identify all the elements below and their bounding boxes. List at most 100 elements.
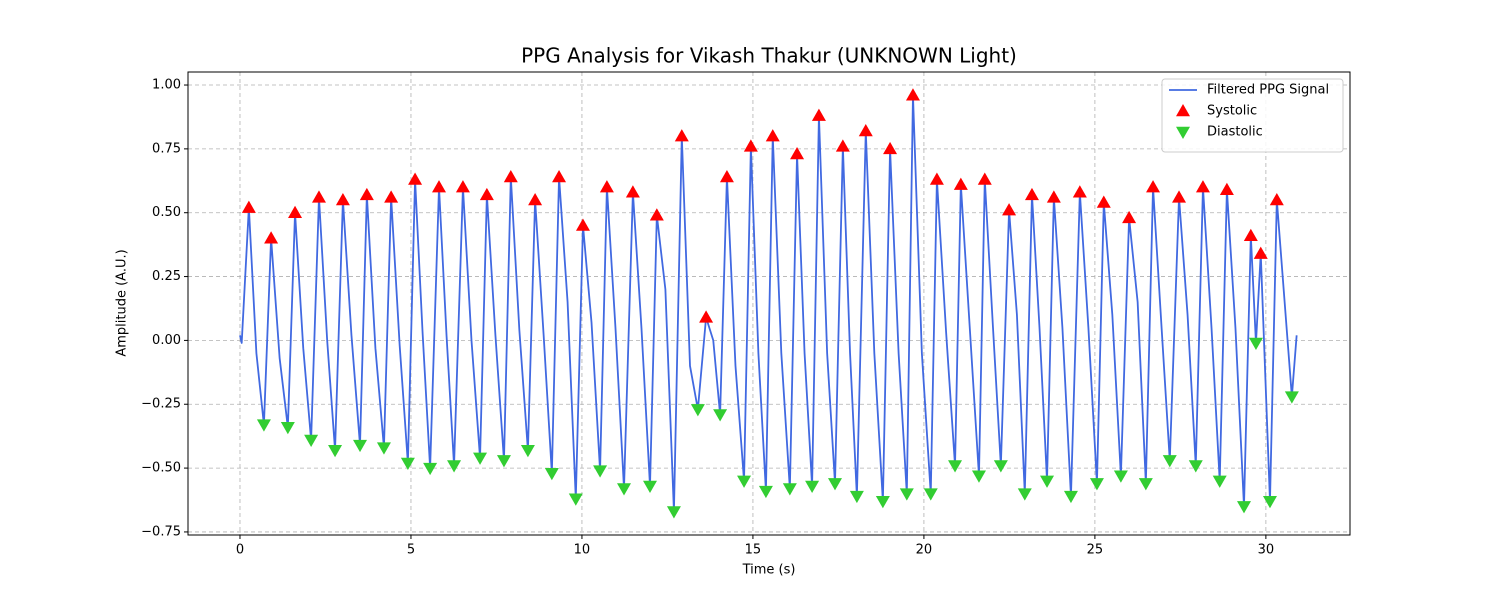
marker xyxy=(304,434,319,447)
marker xyxy=(599,180,614,193)
marker xyxy=(432,180,447,193)
marker xyxy=(883,141,898,155)
x-tick-label: 15 xyxy=(745,543,762,558)
marker xyxy=(835,139,850,152)
marker xyxy=(899,488,914,501)
marker xyxy=(408,172,423,185)
marker xyxy=(1024,187,1039,201)
marker xyxy=(568,493,583,506)
marker xyxy=(400,457,415,470)
marker xyxy=(719,169,734,183)
marker xyxy=(674,129,689,142)
marker xyxy=(328,444,343,458)
marker xyxy=(335,192,350,206)
marker xyxy=(1096,195,1111,208)
marker xyxy=(790,146,805,160)
marker xyxy=(1089,478,1104,491)
marker xyxy=(765,129,780,142)
marker xyxy=(1219,182,1234,195)
marker xyxy=(455,180,470,193)
chart-title: PPG Analysis for Vikash Thakur (UNKNOWN … xyxy=(521,44,1017,68)
marker xyxy=(528,192,543,206)
legend-label: Diastolic xyxy=(1207,125,1263,140)
marker xyxy=(256,419,271,432)
marker xyxy=(1046,190,1061,203)
marker xyxy=(1113,470,1128,483)
marker xyxy=(264,231,279,244)
x-tick-label: 10 xyxy=(574,543,591,558)
legend-swatch xyxy=(1176,126,1190,139)
marker xyxy=(384,190,399,203)
marker xyxy=(699,310,714,323)
x-tick-label: 25 xyxy=(1087,543,1104,558)
x-tick-label: 30 xyxy=(1258,543,1275,558)
marker xyxy=(1063,490,1078,504)
marker xyxy=(353,439,368,453)
marker xyxy=(1248,337,1263,350)
y-tick-label: −0.50 xyxy=(141,461,181,476)
marker xyxy=(1269,192,1284,206)
marker xyxy=(1017,488,1032,501)
y-axis-label: Amplitude (A.U.) xyxy=(115,249,130,356)
marker xyxy=(1284,391,1299,404)
marker xyxy=(496,455,511,468)
marker xyxy=(805,480,820,493)
marker xyxy=(977,172,992,185)
marker xyxy=(552,169,567,183)
marker xyxy=(905,88,920,101)
marker xyxy=(1236,501,1251,514)
marker xyxy=(544,467,559,481)
marker xyxy=(1072,185,1087,198)
marker xyxy=(1002,203,1017,216)
y-tick-label: 0.00 xyxy=(152,333,181,348)
marker xyxy=(737,475,752,488)
marker xyxy=(280,421,295,435)
marker xyxy=(849,490,864,504)
marker xyxy=(923,488,938,501)
marker xyxy=(971,470,986,483)
marker xyxy=(1146,180,1161,193)
y-tick-label: 0.50 xyxy=(152,205,181,220)
y-tick-label: 0.25 xyxy=(152,269,181,284)
marker xyxy=(359,187,374,201)
legend-swatch xyxy=(1176,104,1190,117)
y-tick-label: 0.75 xyxy=(152,141,181,156)
legend-box xyxy=(1161,78,1344,153)
marker xyxy=(376,442,391,455)
marker xyxy=(1172,190,1187,203)
x-tick-label: 0 xyxy=(236,543,244,558)
marker xyxy=(447,460,462,473)
y-tick-label: −0.25 xyxy=(141,397,181,412)
y-tick-label: 1.00 xyxy=(152,78,181,93)
marker xyxy=(593,465,608,478)
marker xyxy=(1243,228,1258,241)
marker xyxy=(875,496,890,509)
marker xyxy=(575,218,590,231)
marker xyxy=(827,478,842,491)
marker xyxy=(993,460,1008,473)
marker xyxy=(288,205,303,218)
y-tick-label: −0.75 xyxy=(141,524,181,539)
marker xyxy=(858,123,873,137)
x-tick-label: 20 xyxy=(916,543,933,558)
marker xyxy=(948,460,963,473)
marker xyxy=(520,444,535,458)
marker xyxy=(642,480,657,493)
marker xyxy=(666,506,681,519)
legend-label: Filtered PPG Signal xyxy=(1207,83,1329,98)
marker xyxy=(953,177,968,190)
marker xyxy=(1188,460,1203,473)
marker xyxy=(1195,180,1210,193)
marker xyxy=(311,190,326,203)
marker xyxy=(929,172,944,185)
marker xyxy=(479,187,494,201)
marker xyxy=(1262,496,1277,509)
marker xyxy=(1122,210,1137,224)
marker xyxy=(1212,475,1227,488)
marker xyxy=(423,462,438,476)
marker xyxy=(241,200,256,213)
legend-label: Systolic xyxy=(1207,104,1257,119)
marker xyxy=(1253,246,1268,259)
